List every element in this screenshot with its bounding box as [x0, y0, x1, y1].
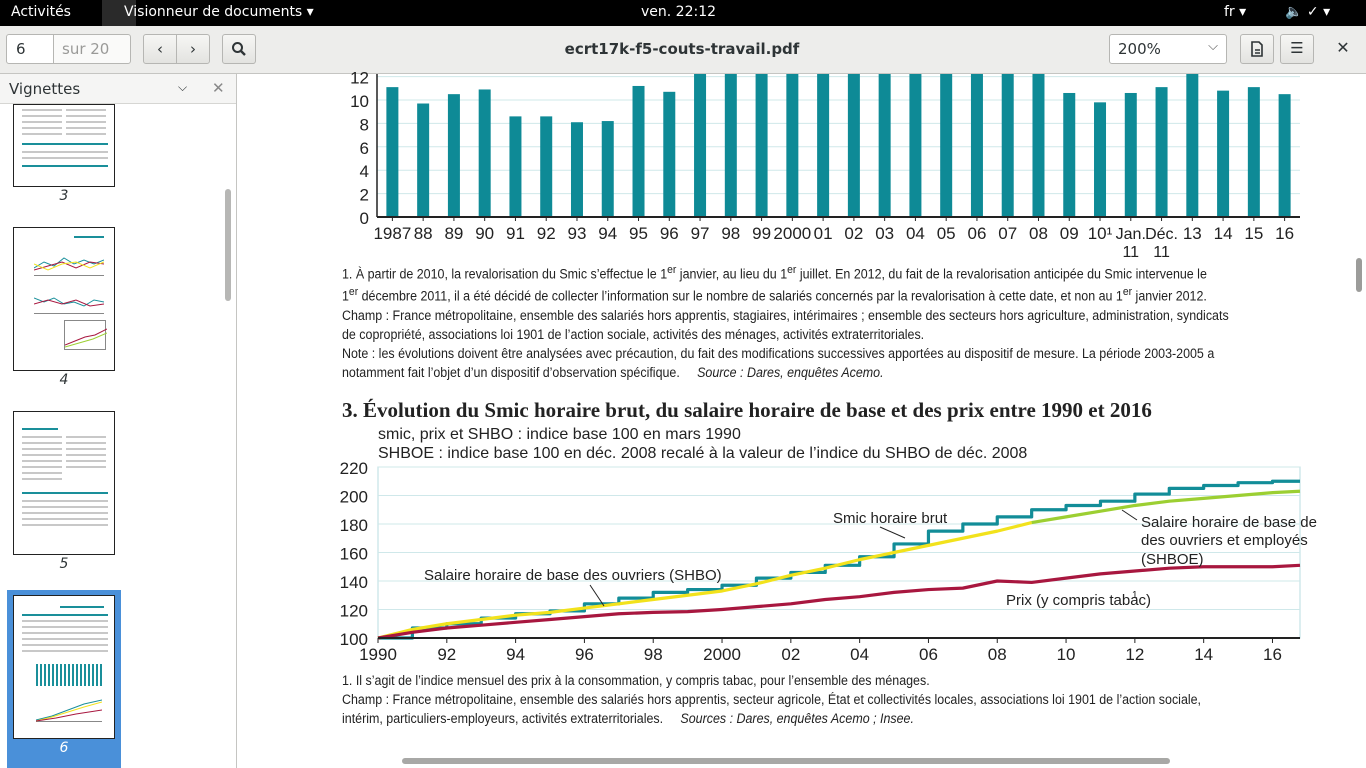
vertical-scrollbar[interactable] [1356, 258, 1362, 292]
thumbnail-page-5[interactable] [13, 411, 115, 555]
note2-line-1: 1. Il s’agit de l’indice mensuel des pri… [342, 673, 930, 688]
app-menu[interactable]: Visionneur de documents ▾ [124, 4, 314, 20]
sidebar: Vignettes ⌵ ✕ 3 4 5 6 [0, 74, 237, 768]
note-line-2: 1er décembre 2011, il a été décidé de co… [342, 286, 1207, 304]
note2-champ: Champ : France métropolitaine, ensemble … [342, 692, 1202, 726]
close-icon: ✕ [1336, 38, 1350, 57]
horizontal-scrollbar[interactable] [402, 758, 1170, 764]
language-indicator[interactable]: fr ▾ [1224, 4, 1247, 20]
hamburger-icon: ☰ [1290, 39, 1304, 57]
thumbnail-page-3[interactable] [13, 104, 115, 187]
page-total-label: sur 20 [53, 34, 131, 64]
chevron-down-icon[interactable]: ⌵ [178, 80, 188, 94]
previous-page-button[interactable]: ‹ [143, 34, 177, 64]
thumbnail-page-4[interactable] [13, 227, 115, 371]
sidebar-scrollbar[interactable] [225, 189, 231, 301]
zoom-select[interactable]: 200% ⌵ [1109, 34, 1227, 64]
bar-chart-notes: 1. À partir de 2010, la revalorisation d… [342, 261, 1235, 382]
sidebar-mode-selector[interactable]: Vignettes [9, 80, 81, 98]
top-panel: Activités Visionneur de documents ▾ ven.… [0, 0, 1366, 26]
sidebar-header: Vignettes ⌵ ✕ [0, 74, 236, 104]
chevron-right-icon: › [190, 40, 196, 58]
activities-button[interactable]: Activités [11, 4, 71, 20]
header-bar: 6 sur 20 ‹ › ecrt17k-f5-couts-travail.pd… [0, 26, 1366, 74]
menu-button[interactable]: ☰ [1280, 34, 1314, 64]
next-page-button[interactable]: › [176, 34, 210, 64]
zoom-value: 200% [1118, 40, 1161, 58]
document-viewer-icon [102, 0, 136, 26]
thumbnail-label: 5 [59, 556, 69, 572]
note-champ: Champ : France métropolitaine, ensemble … [342, 307, 1229, 342]
close-button[interactable]: ✕ [1328, 34, 1358, 64]
note2-source: Sources : Dares, enquêtes Acemo ; Insee. [680, 711, 914, 726]
line-chart-notes: 1. Il s’agit de l’indice mensuel des pri… [342, 671, 1235, 728]
thumbnail-label: 3 [59, 188, 69, 204]
index-note-2: SHBOE : indice base 100 en déc. 2008 rec… [378, 445, 1028, 462]
document-properties-button[interactable] [1240, 34, 1274, 64]
system-menu[interactable]: 🔈 ✓ ▾ [1285, 4, 1331, 20]
close-sidebar-icon[interactable]: ✕ [212, 79, 225, 97]
chevron-left-icon: ‹ [157, 40, 163, 58]
document-title: ecrt17k-f5-couts-travail.pdf [564, 40, 800, 58]
chevron-down-icon: ⌵ [1208, 39, 1218, 54]
thumbnail-page-6[interactable] [13, 595, 115, 739]
clock[interactable]: ven. 22:12 [641, 4, 717, 20]
section-title: 3. Évolution du Smic horaire brut, du sa… [342, 398, 1152, 422]
thumbnail-label: 4 [59, 372, 69, 388]
document-icon [1251, 41, 1263, 57]
index-note-1: smic, prix et SHBO : indice base 100 en … [378, 426, 741, 443]
note-line-1: 1. À partir de 2010, la revalorisation d… [342, 264, 1207, 282]
search-button[interactable] [222, 34, 256, 64]
search-icon [232, 42, 246, 56]
note-note: Note : les évolutions doivent être analy… [342, 345, 1215, 380]
note-source: Source : Dares, enquêtes Acemo. [697, 364, 884, 380]
page-number-input[interactable]: 6 [6, 34, 54, 64]
thumbnail-label: 6 [59, 740, 69, 756]
